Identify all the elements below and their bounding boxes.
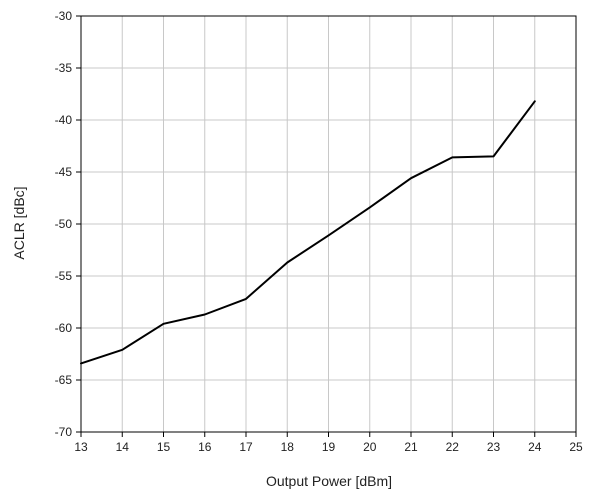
x-tick-label: 22 xyxy=(446,440,460,454)
x-tick-label: 17 xyxy=(239,440,253,454)
x-tick-label: 13 xyxy=(74,440,88,454)
x-axis-ticks: 13 14 15 16 17 18 19 20 21 22 23 24 25 xyxy=(74,432,583,454)
y-tick-label: -45 xyxy=(55,165,73,179)
x-tick-label: 19 xyxy=(322,440,336,454)
x-tick-label: 25 xyxy=(569,440,583,454)
y-tick-label: -50 xyxy=(55,217,73,231)
y-tick-label: -65 xyxy=(55,373,73,387)
x-tick-label: 18 xyxy=(281,440,295,454)
x-axis-title: Output Power [dBm] xyxy=(266,473,392,489)
x-tick-label: 15 xyxy=(157,440,171,454)
series-layer xyxy=(80,100,536,365)
y-tick-label: -70 xyxy=(55,425,73,439)
y-tick-label: -40 xyxy=(55,113,73,127)
y-tick-label: -60 xyxy=(55,321,73,335)
series-line-1 xyxy=(80,100,536,365)
y-tick-label: -55 xyxy=(55,269,73,283)
x-tick-label: 21 xyxy=(404,440,418,454)
x-tick-label: 16 xyxy=(198,440,212,454)
y-axis-ticks: -30 -35 -40 -45 -50 -55 -60 -65 -70 xyxy=(55,9,81,439)
y-tick-label: -35 xyxy=(55,61,73,75)
y-tick-label: -30 xyxy=(55,9,73,23)
x-tick-label: 20 xyxy=(363,440,377,454)
x-tick-label: 14 xyxy=(116,440,130,454)
x-tick-label: 23 xyxy=(487,440,501,454)
y-axis-title: ACLR [dBc] xyxy=(11,186,27,259)
grid-lines xyxy=(81,16,576,432)
x-tick-label: 24 xyxy=(528,440,542,454)
